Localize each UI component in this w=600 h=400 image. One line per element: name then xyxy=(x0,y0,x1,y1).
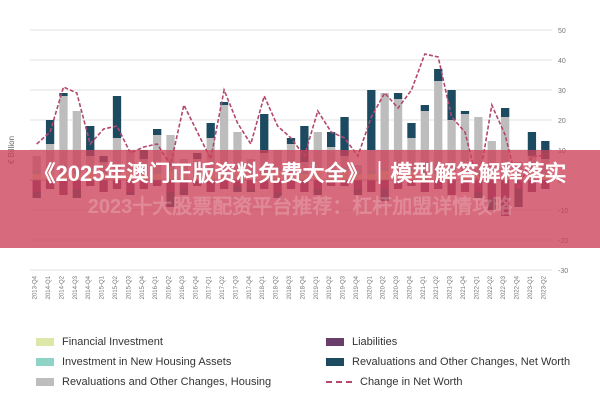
bar-segment xyxy=(59,96,68,171)
x-tick-label: 2022-Q2 xyxy=(488,275,494,299)
legend-label: Investment in New Housing Assets xyxy=(62,356,232,368)
overlay-banner xyxy=(0,150,600,248)
x-tick-label: 2022-Q3 xyxy=(501,275,507,299)
bar-segment xyxy=(45,120,55,144)
legend-dash-swatch xyxy=(326,381,352,383)
x-tick-label: 2016-Q2 xyxy=(167,275,173,299)
x-tick-label: 2023-Q1 xyxy=(528,275,534,299)
legend-label: Liabilities xyxy=(352,336,398,348)
y-tick-label: -30 xyxy=(558,268,568,275)
x-tick-label: 2017-Q1 xyxy=(207,275,213,299)
bar-segment xyxy=(286,138,296,144)
x-tick-label: 2017-Q3 xyxy=(233,275,239,299)
bar-segment xyxy=(460,114,470,171)
x-tick-label: 2020-Q1 xyxy=(367,275,373,299)
bar-segment xyxy=(501,117,510,171)
bar-segment xyxy=(501,108,510,117)
legend-item: Revaluations and Other Changes, Housing xyxy=(36,376,271,388)
x-tick-label: 2014-Q3 xyxy=(73,275,79,299)
y-tick-label: 30 xyxy=(558,88,566,95)
legend-label: Revaluations and Other Changes, Net Wort… xyxy=(352,356,571,368)
legend-swatch xyxy=(36,358,54,366)
bar-segment xyxy=(367,90,376,150)
bar-segment xyxy=(420,111,429,171)
x-tick-label: 2016-Q4 xyxy=(193,275,199,299)
bar-segment xyxy=(434,69,443,81)
x-tick-label: 2015-Q3 xyxy=(126,275,132,299)
x-tick-label: 2019-Q1 xyxy=(314,275,320,299)
bar-segment xyxy=(474,117,483,171)
x-tick-label: 2022-Q1 xyxy=(474,275,480,299)
x-tick-label: 2019-Q2 xyxy=(327,275,333,299)
net-worth-line xyxy=(36,53,546,192)
x-tick-label: 2018-Q3 xyxy=(287,275,293,299)
x-tick-label: 2021-Q1 xyxy=(421,275,427,299)
bar-segment xyxy=(393,99,403,171)
legend-item: Liabilities xyxy=(326,336,397,348)
bar-segment xyxy=(219,102,229,105)
x-tick-label: 2021-Q2 xyxy=(434,275,440,299)
bar-segment xyxy=(260,114,269,153)
x-tick-label: 2022-Q4 xyxy=(515,275,521,299)
x-tick-label: 2015-Q1 xyxy=(100,275,106,299)
legend-swatch xyxy=(36,338,54,346)
x-tick-label: 2018-Q1 xyxy=(260,275,266,299)
y-tick-label: 20 xyxy=(558,118,566,125)
banner-title: 《2025年澳门正版资料免费大全》｜模型解答解释落实 xyxy=(33,161,567,186)
bar-segment xyxy=(447,90,456,120)
bar-segment xyxy=(447,120,456,168)
x-tick-label: 2021-Q4 xyxy=(461,275,467,299)
x-tick-label: 2013-Q4 xyxy=(33,275,39,299)
x-tick-label: 2020-Q3 xyxy=(394,275,400,299)
x-tick-label: 2020-Q4 xyxy=(407,275,413,299)
legend-label: Change in Net Worth xyxy=(360,376,463,388)
banner-watermark: 2023十大股票配资平台推荐：杠杆加盟详情攻略 xyxy=(87,196,513,218)
x-tick-label: 2015-Q2 xyxy=(113,275,119,299)
y-tick-label: 50 xyxy=(558,28,566,35)
bar-segment xyxy=(460,111,470,114)
legend-item: Investment in New Housing Assets xyxy=(36,356,231,368)
bar-segment xyxy=(340,117,349,156)
bar-segment xyxy=(219,105,229,171)
bar-segment xyxy=(206,123,215,138)
x-tick-label: 2017-Q4 xyxy=(247,275,253,299)
bar-segment xyxy=(112,96,122,138)
bar-segment xyxy=(407,123,416,138)
bar-segment xyxy=(300,126,309,162)
legend-label: Financial Investment xyxy=(62,336,163,348)
x-tick-label: 2016-Q1 xyxy=(153,275,159,299)
y-tick-label: 40 xyxy=(558,58,566,65)
x-tick-label: 2014-Q4 xyxy=(86,275,92,299)
x-tick-label: 2014-Q2 xyxy=(59,275,65,299)
x-tick-label: 2019-Q4 xyxy=(354,275,360,299)
x-tick-label: 2021-Q3 xyxy=(448,275,454,299)
x-tick-label: 2015-Q4 xyxy=(140,275,146,299)
x-tick-label: 2023-Q2 xyxy=(541,275,547,299)
bar-segment xyxy=(153,129,162,135)
bar-segment xyxy=(59,93,68,96)
legend-item: Financial Investment xyxy=(36,336,163,348)
x-tick-label: 2017-Q2 xyxy=(220,275,226,299)
legend-swatch xyxy=(326,358,344,366)
bar-segment xyxy=(393,93,403,99)
x-tick-label: 2019-Q3 xyxy=(341,275,347,299)
x-tick-label: 2018-Q4 xyxy=(300,275,306,299)
x-tick-label: 2020-Q2 xyxy=(381,275,387,299)
legend-swatch xyxy=(36,378,54,386)
legend-swatch xyxy=(326,338,344,346)
bar-segment xyxy=(527,132,537,156)
bar-segment xyxy=(327,132,336,147)
legend-label: Revaluations and Other Changes, Housing xyxy=(62,376,272,388)
legend-item: Revaluations and Other Changes, Net Wort… xyxy=(326,356,570,368)
bar-segment xyxy=(420,105,429,111)
bar-segment xyxy=(434,81,443,171)
x-tick-label: 2014-Q1 xyxy=(46,275,52,299)
x-tick-label: 2016-Q3 xyxy=(180,275,186,299)
x-tick-label: 2018-Q2 xyxy=(274,275,280,299)
legend-item: Change in Net Worth xyxy=(326,376,463,388)
bar-segment xyxy=(72,111,81,171)
bar-segment xyxy=(380,93,389,168)
